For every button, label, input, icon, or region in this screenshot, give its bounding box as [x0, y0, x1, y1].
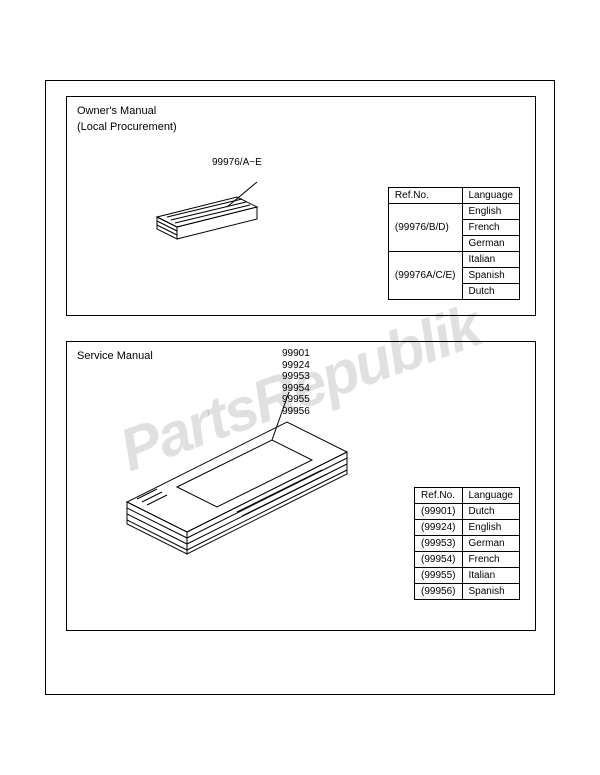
- table-header-lang: Language: [462, 488, 520, 504]
- table-cell-lang: English: [462, 204, 520, 220]
- table-cell-lang: French: [462, 220, 520, 236]
- owners-manual-panel: Owner's Manual (Local Procurement) 99976…: [66, 96, 536, 316]
- table-cell-ref: (99955): [415, 568, 462, 584]
- table-cell-ref: (99954): [415, 552, 462, 568]
- table-cell-ref: (99976A/C/E): [388, 252, 462, 300]
- panel2-title: Service Manual: [77, 350, 153, 362]
- table-header-lang: Language: [462, 188, 520, 204]
- table-cell-lang: Spanish: [462, 268, 520, 284]
- panel2-ref-table: Ref.No. Language (99901) Dutch (99924) E…: [414, 487, 520, 600]
- table-cell-lang: Spanish: [462, 584, 520, 600]
- table-cell-lang: English: [462, 520, 520, 536]
- service-manual-book-icon: [87, 392, 367, 612]
- table-cell-ref: (99976/B/D): [388, 204, 462, 252]
- table-cell-lang: Italian: [462, 568, 520, 584]
- owners-manual-book-icon: [127, 177, 267, 277]
- table-cell-lang: Dutch: [462, 504, 520, 520]
- table-cell-ref: (99956): [415, 584, 462, 600]
- table-cell-ref: (99953): [415, 536, 462, 552]
- table-header-ref: Ref.No.: [388, 188, 462, 204]
- panel1-ref-table: Ref.No. Language (99976/B/D) English Fre…: [388, 187, 520, 300]
- diagram-frame: Owner's Manual (Local Procurement) 99976…: [45, 80, 555, 695]
- table-cell-lang: German: [462, 236, 520, 252]
- callout-item: 99953: [282, 371, 310, 383]
- callout-item: 99924: [282, 360, 310, 372]
- table-header-ref: Ref.No.: [415, 488, 462, 504]
- panel1-title-line2: (Local Procurement): [77, 121, 177, 133]
- panel1-callout: 99976/A~E: [212, 157, 262, 168]
- panel1-title-line1: Owner's Manual: [77, 105, 156, 117]
- table-cell-lang: French: [462, 552, 520, 568]
- table-cell-ref: (99924): [415, 520, 462, 536]
- service-manual-panel: Service Manual 99901 99924 99953 99954 9…: [66, 341, 536, 631]
- callout-item: 99901: [282, 348, 310, 360]
- table-cell-lang: Dutch: [462, 284, 520, 300]
- table-cell-ref: (99901): [415, 504, 462, 520]
- table-cell-lang: Italian: [462, 252, 520, 268]
- table-cell-lang: German: [462, 536, 520, 552]
